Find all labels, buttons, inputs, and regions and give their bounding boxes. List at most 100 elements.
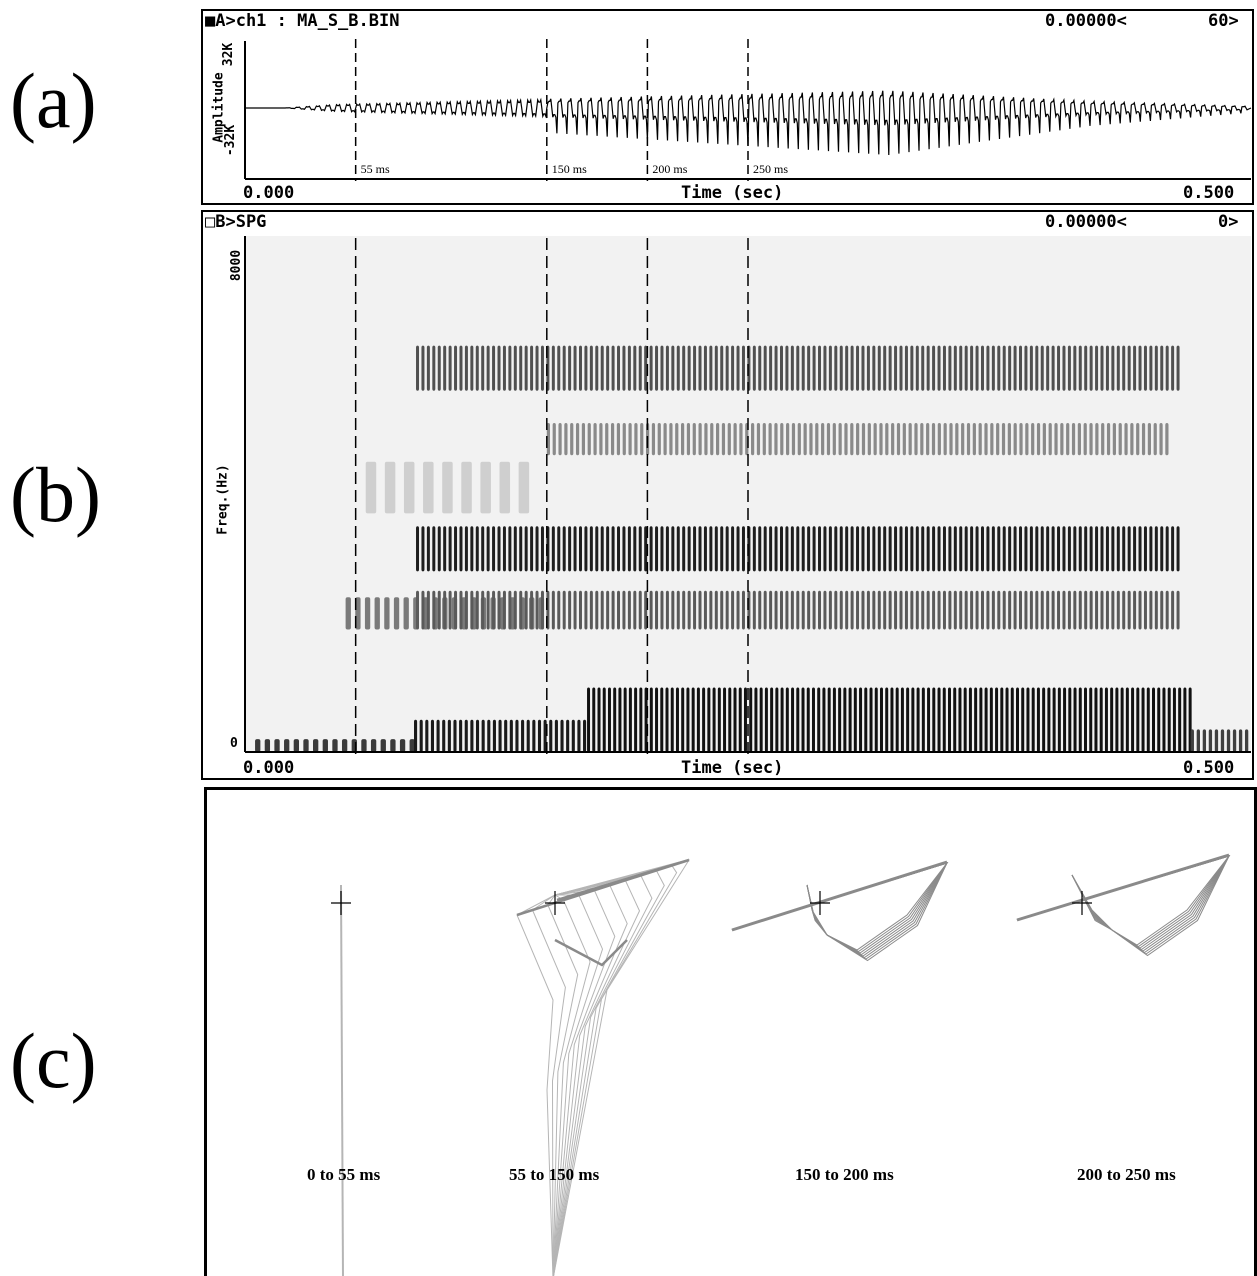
tract-shape-1-line	[516, 894, 556, 1276]
spg-formant-f2-cell	[894, 526, 898, 572]
spg-formant-f1-cell	[947, 687, 951, 752]
spg-formant-f4-cell	[665, 345, 669, 391]
spg-voicing-strong-cell	[442, 719, 446, 752]
spg-formant-f5-cell	[622, 423, 626, 456]
spg-formant-f5-cell	[564, 423, 568, 456]
spg-formant-f2-cell	[578, 526, 582, 572]
spg-formant-f4-cell	[888, 345, 892, 391]
spg-voicing-low-cell	[399, 739, 406, 752]
tract-shape-2-line	[731, 862, 949, 953]
spg-formant-f1-cell	[1063, 687, 1067, 752]
spg-formant-f1-cell	[733, 687, 737, 752]
spg-formant-f4-cell	[1176, 345, 1180, 391]
spg-formant-f4-cell	[861, 345, 865, 391]
spg-formant-f4-cell	[644, 345, 648, 391]
spg-formant-f1-cell	[1172, 687, 1176, 752]
spg-tail	[1190, 729, 1249, 752]
spg-formant-f4-cell	[595, 345, 599, 391]
spg-voicing-low-cell	[313, 739, 319, 752]
spg-tail-cell	[1190, 729, 1194, 752]
spg-formant-f1-cell	[1115, 687, 1119, 752]
spg-formant-f5-cell	[1136, 423, 1140, 456]
spg-formant-f2-cell	[921, 526, 925, 572]
spg-formant-f3-cell	[540, 590, 544, 630]
spg-voicing-strong-cell	[498, 719, 502, 752]
spg-formant-f3-cell	[1138, 590, 1142, 630]
spg-formant-f2-cell	[850, 526, 854, 572]
spg-formant-f4-cell	[921, 345, 925, 391]
spg-formant-f3-cell	[524, 590, 528, 630]
spg-formant-f1-cell	[1157, 687, 1161, 752]
spg-formant-f1-cell	[1047, 687, 1051, 752]
spg-formant-f3-cell	[633, 590, 637, 630]
spg-formant-f2-cell	[1100, 526, 1104, 572]
spg-tail-cell	[1244, 729, 1249, 752]
spg-formant-f3-cell	[850, 590, 854, 630]
spectrogram-header-num: 0>	[1218, 212, 1239, 232]
spg-formant-f1-cell	[1183, 687, 1187, 752]
spg-formant-f1-cell	[613, 687, 617, 752]
spg-formant-weak-cell	[393, 597, 400, 630]
spg-formant-f5-cell	[856, 423, 860, 456]
spg-formant-f1-cell	[958, 687, 962, 752]
waveform-plot: 55 ms 150 ms 200 ms 250 ms	[244, 39, 1252, 181]
spg-formant-f3-cell	[1133, 590, 1137, 630]
spg-formant-f5-cell	[879, 423, 883, 456]
spg-formant-f1-cell	[1178, 687, 1182, 752]
spg-formant-f2-cell	[513, 526, 517, 572]
spg-formant-f4-cell	[1127, 345, 1131, 391]
spg-formant-f3-cell	[1073, 590, 1077, 630]
spg-formant-f3-cell	[1040, 590, 1044, 630]
spg-tail-cell	[1238, 729, 1243, 752]
spg-formant-f1-cell	[607, 687, 611, 752]
spg-formant-f3-cell	[1046, 590, 1050, 630]
spg-formant-f4-cell	[1024, 345, 1028, 391]
spg-formant-f3-cell	[644, 590, 648, 630]
spg-formant-f2-cell	[942, 526, 946, 572]
spg-formant-f4-cell	[454, 345, 458, 391]
spg-formant-f3-cell	[611, 590, 615, 630]
spg-formant-f2-cell	[448, 526, 452, 572]
spg-tail-cell	[1208, 729, 1213, 752]
spg-voicing-low-cell	[380, 739, 386, 752]
spg-formant-f1-cell	[806, 687, 810, 752]
spg-formant-f4-cell	[502, 345, 506, 391]
spg-formant-f5-cell	[628, 423, 632, 456]
spg-formant-f5-cell	[885, 423, 889, 456]
spg-formant-f5-cell	[675, 423, 679, 456]
spg-formant-f4-cell	[823, 345, 827, 391]
spg-formant-f3-cell	[1067, 590, 1071, 630]
spg-formant-f2-cell	[497, 526, 501, 572]
spg-formant-f1-cell	[911, 687, 915, 752]
spg-formant-f5-cell	[902, 423, 906, 456]
spg-formant-f2-cell	[486, 526, 490, 572]
spg-formant-f2-cell	[1062, 526, 1066, 572]
spg-formant-f2-cell	[888, 526, 892, 572]
spg-formant-f2-cell	[932, 526, 936, 572]
spg-formant-f2-cell	[904, 526, 908, 572]
spg-formant-f5-cell	[984, 423, 988, 456]
spg-formant-f5-cell	[955, 423, 959, 456]
spg-formant-f1-cell	[791, 687, 795, 752]
spg-formant-f2-cell	[698, 526, 702, 572]
spg-voicing-low-cell	[303, 739, 309, 752]
spg-formant-f2-cell	[1029, 526, 1033, 572]
spg-formant-f4-cell	[904, 345, 908, 391]
spg-formant-f1-cell	[1078, 687, 1082, 752]
spg-formant-weak-cell	[364, 597, 371, 630]
spg-formant-f5-cell	[1101, 423, 1105, 456]
spg-faint-cell	[423, 461, 434, 514]
spg-formant-f3-cell	[1154, 590, 1158, 630]
spg-formant-f3-cell	[785, 590, 789, 630]
spg-formant-f5-cell	[908, 423, 912, 456]
spg-tail-cell	[1202, 729, 1207, 752]
spg-formant-f1-cell	[754, 687, 758, 752]
spg-formant-f2-cell	[535, 526, 539, 572]
spg-formant-f2-cell	[557, 526, 561, 572]
spg-formant-f4-cell	[899, 345, 903, 391]
spg-formant-f2-cell	[731, 526, 735, 572]
spg-formant-f3-cell	[709, 590, 713, 630]
spg-formant-f4-cell	[948, 345, 952, 391]
spg-formant-f2-cell	[1154, 526, 1158, 572]
spg-formant-f2-cell	[432, 526, 436, 572]
